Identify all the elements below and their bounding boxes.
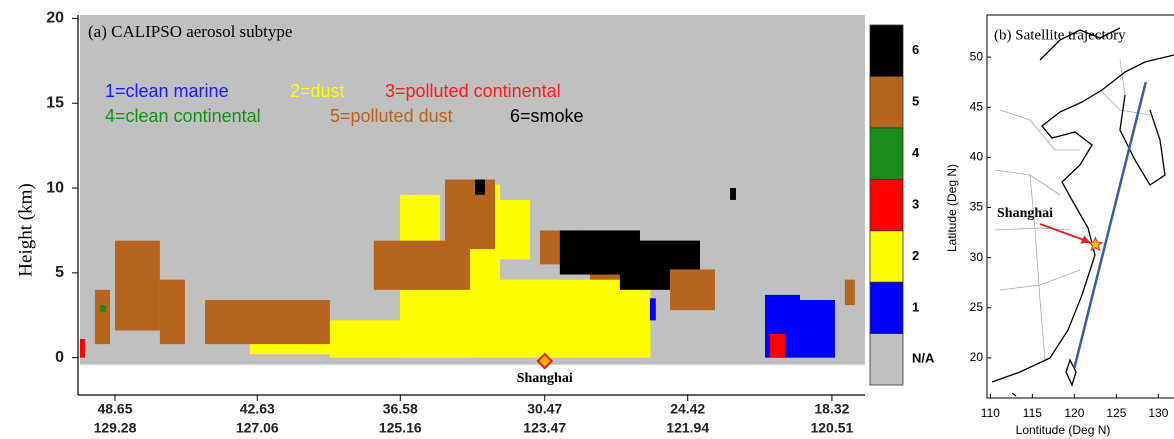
- legend-entry: 5=polluted dust: [330, 106, 453, 126]
- y-tick-label: 10: [46, 179, 64, 196]
- aerosol-block: [650, 298, 656, 320]
- x-tick-label: 42.63: [240, 401, 275, 417]
- site-label: Shanghai: [997, 206, 1053, 221]
- x-axis-label: Lontitude (Deg N): [1016, 423, 1111, 437]
- aerosol-block: [770, 334, 785, 358]
- y-tick-label: 45: [970, 99, 984, 113]
- y-tick-label: 50: [970, 49, 984, 63]
- legend-entry: 6=smoke: [510, 106, 584, 126]
- legend-entry: 4=clean continental: [105, 106, 261, 126]
- y-tick-label: 30: [970, 250, 984, 264]
- colorbar-cell: [870, 25, 903, 76]
- colorbar-label: 1: [912, 299, 919, 314]
- panel-title: (a) CALIPSO aerosol subtype: [88, 22, 292, 41]
- colorbar-label: 2: [912, 248, 919, 263]
- y-tick-label: 0: [55, 349, 64, 366]
- colorbar-label: N/A: [912, 351, 935, 366]
- aerosol-block: [845, 280, 855, 305]
- x-tick-label: 30.47: [527, 401, 562, 417]
- y-tick-label: 35: [970, 200, 984, 214]
- x-tick-label: 36.58: [383, 401, 418, 417]
- y-tick-label: 20: [970, 350, 984, 364]
- legend-entry: 2=dust: [290, 81, 345, 101]
- aerosol-block: [445, 180, 495, 250]
- x-tick-label-lon: 121.94: [666, 420, 709, 436]
- colorbar-cell: [870, 179, 903, 230]
- x-tick-label: 120: [1064, 406, 1084, 420]
- x-tick-label: 18.32: [814, 401, 849, 417]
- aerosol-block: [205, 300, 330, 344]
- colorbar-cell: [870, 334, 903, 385]
- x-tick-label: 125: [1106, 406, 1126, 420]
- aerosol-block: [475, 180, 485, 195]
- colorbar-cell: [870, 231, 903, 282]
- x-tick-label-lon: 127.06: [236, 420, 279, 436]
- colorbar-cell: [870, 282, 903, 333]
- panel-title: (b) Satellite trajectory: [994, 27, 1126, 43]
- aerosol-block: [730, 188, 736, 200]
- y-tick-label: 15: [46, 94, 64, 111]
- y-axis-label: Height (km): [15, 183, 36, 276]
- x-tick-label: 130: [1148, 406, 1168, 420]
- aerosol-block: [400, 195, 440, 246]
- legend-entry: 3=polluted continental: [385, 81, 561, 101]
- aerosol-block: [800, 300, 835, 358]
- colorbar-cell: [870, 128, 903, 179]
- colorbar-label: 6: [912, 42, 919, 57]
- aerosol-block: [80, 339, 85, 358]
- x-tick-label: 110: [981, 406, 1000, 420]
- x-tick-label-lon: 120.51: [810, 420, 853, 436]
- aerosol-block: [160, 280, 185, 344]
- colorbar-label: 5: [912, 94, 919, 109]
- colorbar: N/A 1 2 3 4 5 6: [870, 25, 935, 385]
- colorbar-label: 4: [912, 145, 920, 160]
- x-tick-label-lon: 125.16: [379, 420, 422, 436]
- aerosol-block: [95, 290, 110, 344]
- y-tick-label: 25: [970, 300, 984, 314]
- colorbar-cell: [870, 76, 903, 127]
- aerosol-block: [670, 269, 715, 310]
- figure: 0510152048.65129.2842.63127.0636.58125.1…: [0, 0, 1174, 439]
- aerosol-block: [520, 290, 650, 339]
- x-tick-label-lon: 129.28: [94, 420, 137, 436]
- legend-entry: 1=clean marine: [105, 81, 229, 101]
- aerosol-block: [115, 241, 160, 331]
- site-label: Shanghai: [517, 371, 573, 386]
- x-tick-label: 48.65: [97, 401, 132, 417]
- x-tick-label: 115: [1023, 406, 1042, 420]
- x-tick-label: 24.42: [670, 401, 705, 417]
- x-tick-label-lon: 123.47: [523, 420, 566, 436]
- aerosol-block: [500, 200, 530, 259]
- aerosol-block: [100, 305, 106, 312]
- y-axis-label: Latitude (Deg N): [945, 164, 959, 252]
- y-tick-label: 5: [55, 264, 64, 281]
- y-tick-label: 20: [46, 10, 64, 27]
- y-tick-label: 40: [970, 150, 984, 164]
- colorbar-label: 3: [912, 196, 919, 211]
